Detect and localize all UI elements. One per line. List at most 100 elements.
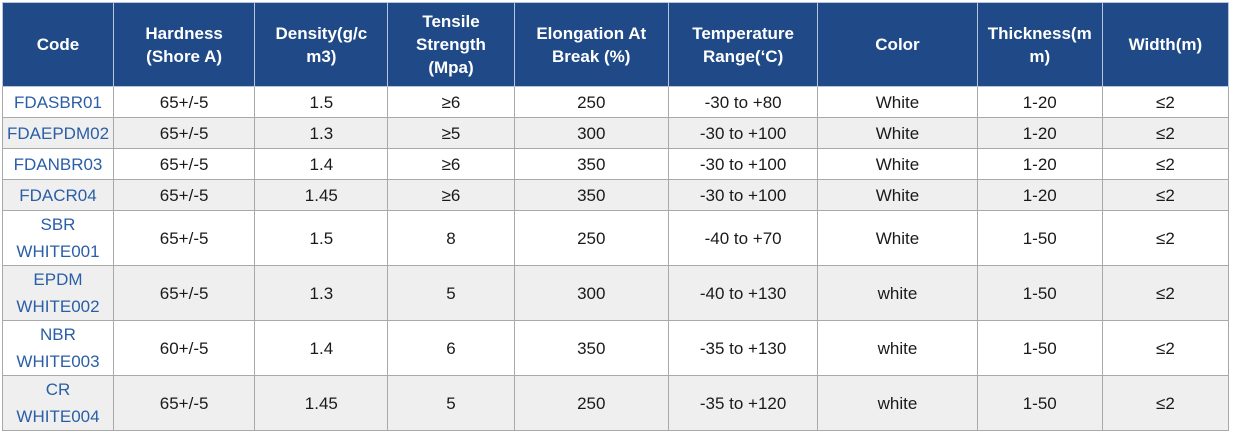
header-color: Color [817,2,978,87]
cell-thickness: 1-20 [976,148,1103,180]
cell-thickness: 1-50 [976,265,1103,321]
code-line: WHITE002 [16,297,100,316]
cell-hardness: 65+/-5 [112,375,256,431]
cell-tensile: ≥6 [387,179,515,211]
header-width: Width(m) [1101,2,1230,87]
cell-color: white [817,375,978,431]
code-line: WHITE001 [16,242,100,261]
cell-hardness: 65+/-5 [112,179,256,211]
cell-elongation: 350 [513,320,669,376]
cell-elongation: 250 [513,210,669,266]
cell-thickness: 1-20 [976,179,1103,211]
cell-color: white [817,320,978,376]
cell-hardness: 65+/-5 [112,86,256,118]
header-line: Break (%) [552,46,631,66]
cell-elongation: 350 [513,179,669,211]
cell-thickness: 1-50 [976,320,1103,376]
cell-thickness: 1-20 [976,117,1103,149]
cell-width: ≤2 [1101,210,1230,266]
cell-density: 1.4 [254,148,389,180]
header-line: (Mpa) [428,58,474,77]
header-elongation-at-break: Elongation At Break (%) [513,2,669,87]
code-line: NBR [40,325,76,344]
cell-color: White [817,179,978,211]
header-line: Color [875,35,920,54]
header-hardness: Hardness (Shore A) [112,2,256,87]
cell-temperature: -40 to +70 [667,210,819,266]
cell-density: 1.5 [254,86,389,118]
cell-width: ≤2 [1101,179,1230,211]
table-row: FDACR04 65+/-5 1.45 ≥6 350 -30 to +100 White 1-… [2,179,1230,211]
table-body: FDASBR01 65+/-5 1.5 ≥6 250 -30 to +80 White 1-2… [2,86,1230,431]
cell-color: White [817,86,978,118]
header-line: Thickness(m [987,23,1092,43]
cell-color: white [817,265,978,321]
cell-width: ≤2 [1101,265,1230,321]
cell-hardness: 65+/-5 [112,117,256,149]
header-line: Hardness [145,23,223,43]
header-density: Density(g/c m3) [254,2,389,87]
cell-width: ≤2 [1101,117,1230,149]
cell-tensile: 5 [387,375,515,431]
cell-tensile: 8 [387,210,515,266]
cell-temperature: -35 to +130 [667,320,819,376]
material-spec-table: Code Hardness (Shore A) Density(g/c m3) Tensi… [2,2,1230,431]
cell-temperature: -30 to +100 [667,117,819,149]
table-row: NBR WHITE003 60+/-5 1.4 6 350 -35 to +130 white… [2,320,1230,376]
cell-elongation: 300 [513,117,669,149]
table-row: SBR WHITE001 65+/-5 1.5 8 250 -40 to +70 White 1… [2,210,1230,266]
table-row: EPDM WHITE002 65+/-5 1.3 5 300 -40 to +130 whit… [2,265,1230,321]
header-line: m3) [306,46,337,66]
code-line: FDAEPDM02 [7,123,110,143]
cell-code: EPDM WHITE002 [2,265,114,321]
code-line: WHITE004 [16,407,100,426]
header-row: Code Hardness (Shore A) Density(g/c m3) Tensi… [2,2,1230,87]
cell-density: 1.3 [254,117,389,149]
cell-width: ≤2 [1101,86,1230,118]
cell-temperature: -30 to +100 [667,148,819,180]
cell-code: CR WHITE004 [2,375,114,431]
cell-temperature: -35 to +120 [667,375,819,431]
code-line: EPDM [33,270,83,289]
header-temperature-range: Temperature Range(‘C) [667,2,819,87]
code-line: FDASBR01 [14,92,102,112]
cell-hardness: 65+/-5 [112,148,256,180]
cell-width: ≤2 [1101,148,1230,180]
cell-width: ≤2 [1101,375,1230,431]
cell-color: White [817,117,978,149]
cell-code: FDASBR01 [2,86,114,118]
cell-tensile: 5 [387,265,515,321]
cell-density: 1.3 [254,265,389,321]
cell-elongation: 300 [513,265,669,321]
cell-tensile: ≥6 [387,148,515,180]
code-line: SBR [40,215,76,234]
cell-tensile: ≥5 [387,117,515,149]
table-row: CR WHITE004 65+/-5 1.45 5 250 -35 to +120 white… [2,375,1230,431]
cell-temperature: -30 to +100 [667,179,819,211]
spec-table-container: Code Hardness (Shore A) Density(g/c m3) Tensi… [2,2,1230,431]
table-row: FDAEPDM02 65+/-5 1.3 ≥5 300 -30 to +100 White 1… [2,117,1230,149]
code-line: FDACR04 [19,185,97,205]
header-line: Tensile [422,12,480,31]
cell-code: SBR WHITE001 [2,210,114,266]
cell-color: White [817,210,978,266]
cell-temperature: -40 to +130 [667,265,819,321]
cell-elongation: 250 [513,86,669,118]
header-line: m) [1029,46,1051,66]
header-line: Elongation At [536,23,647,43]
cell-tensile: ≥6 [387,86,515,118]
header-thickness: Thickness(m m) [976,2,1103,87]
cell-width: ≤2 [1101,320,1230,376]
cell-hardness: 60+/-5 [112,320,256,376]
cell-hardness: 65+/-5 [112,210,256,266]
cell-code: FDANBR03 [2,148,114,180]
cell-color: White [817,148,978,180]
header-line: Strength [416,35,486,54]
header-tensile-strength: Tensile Strength (Mpa) [387,2,515,87]
cell-code: FDACR04 [2,179,114,211]
header-line: Temperature [692,23,794,43]
cell-thickness: 1-50 [976,375,1103,431]
cell-density: 1.5 [254,210,389,266]
cell-thickness: 1-50 [976,210,1103,266]
header-line: (Shore A) [146,46,223,66]
